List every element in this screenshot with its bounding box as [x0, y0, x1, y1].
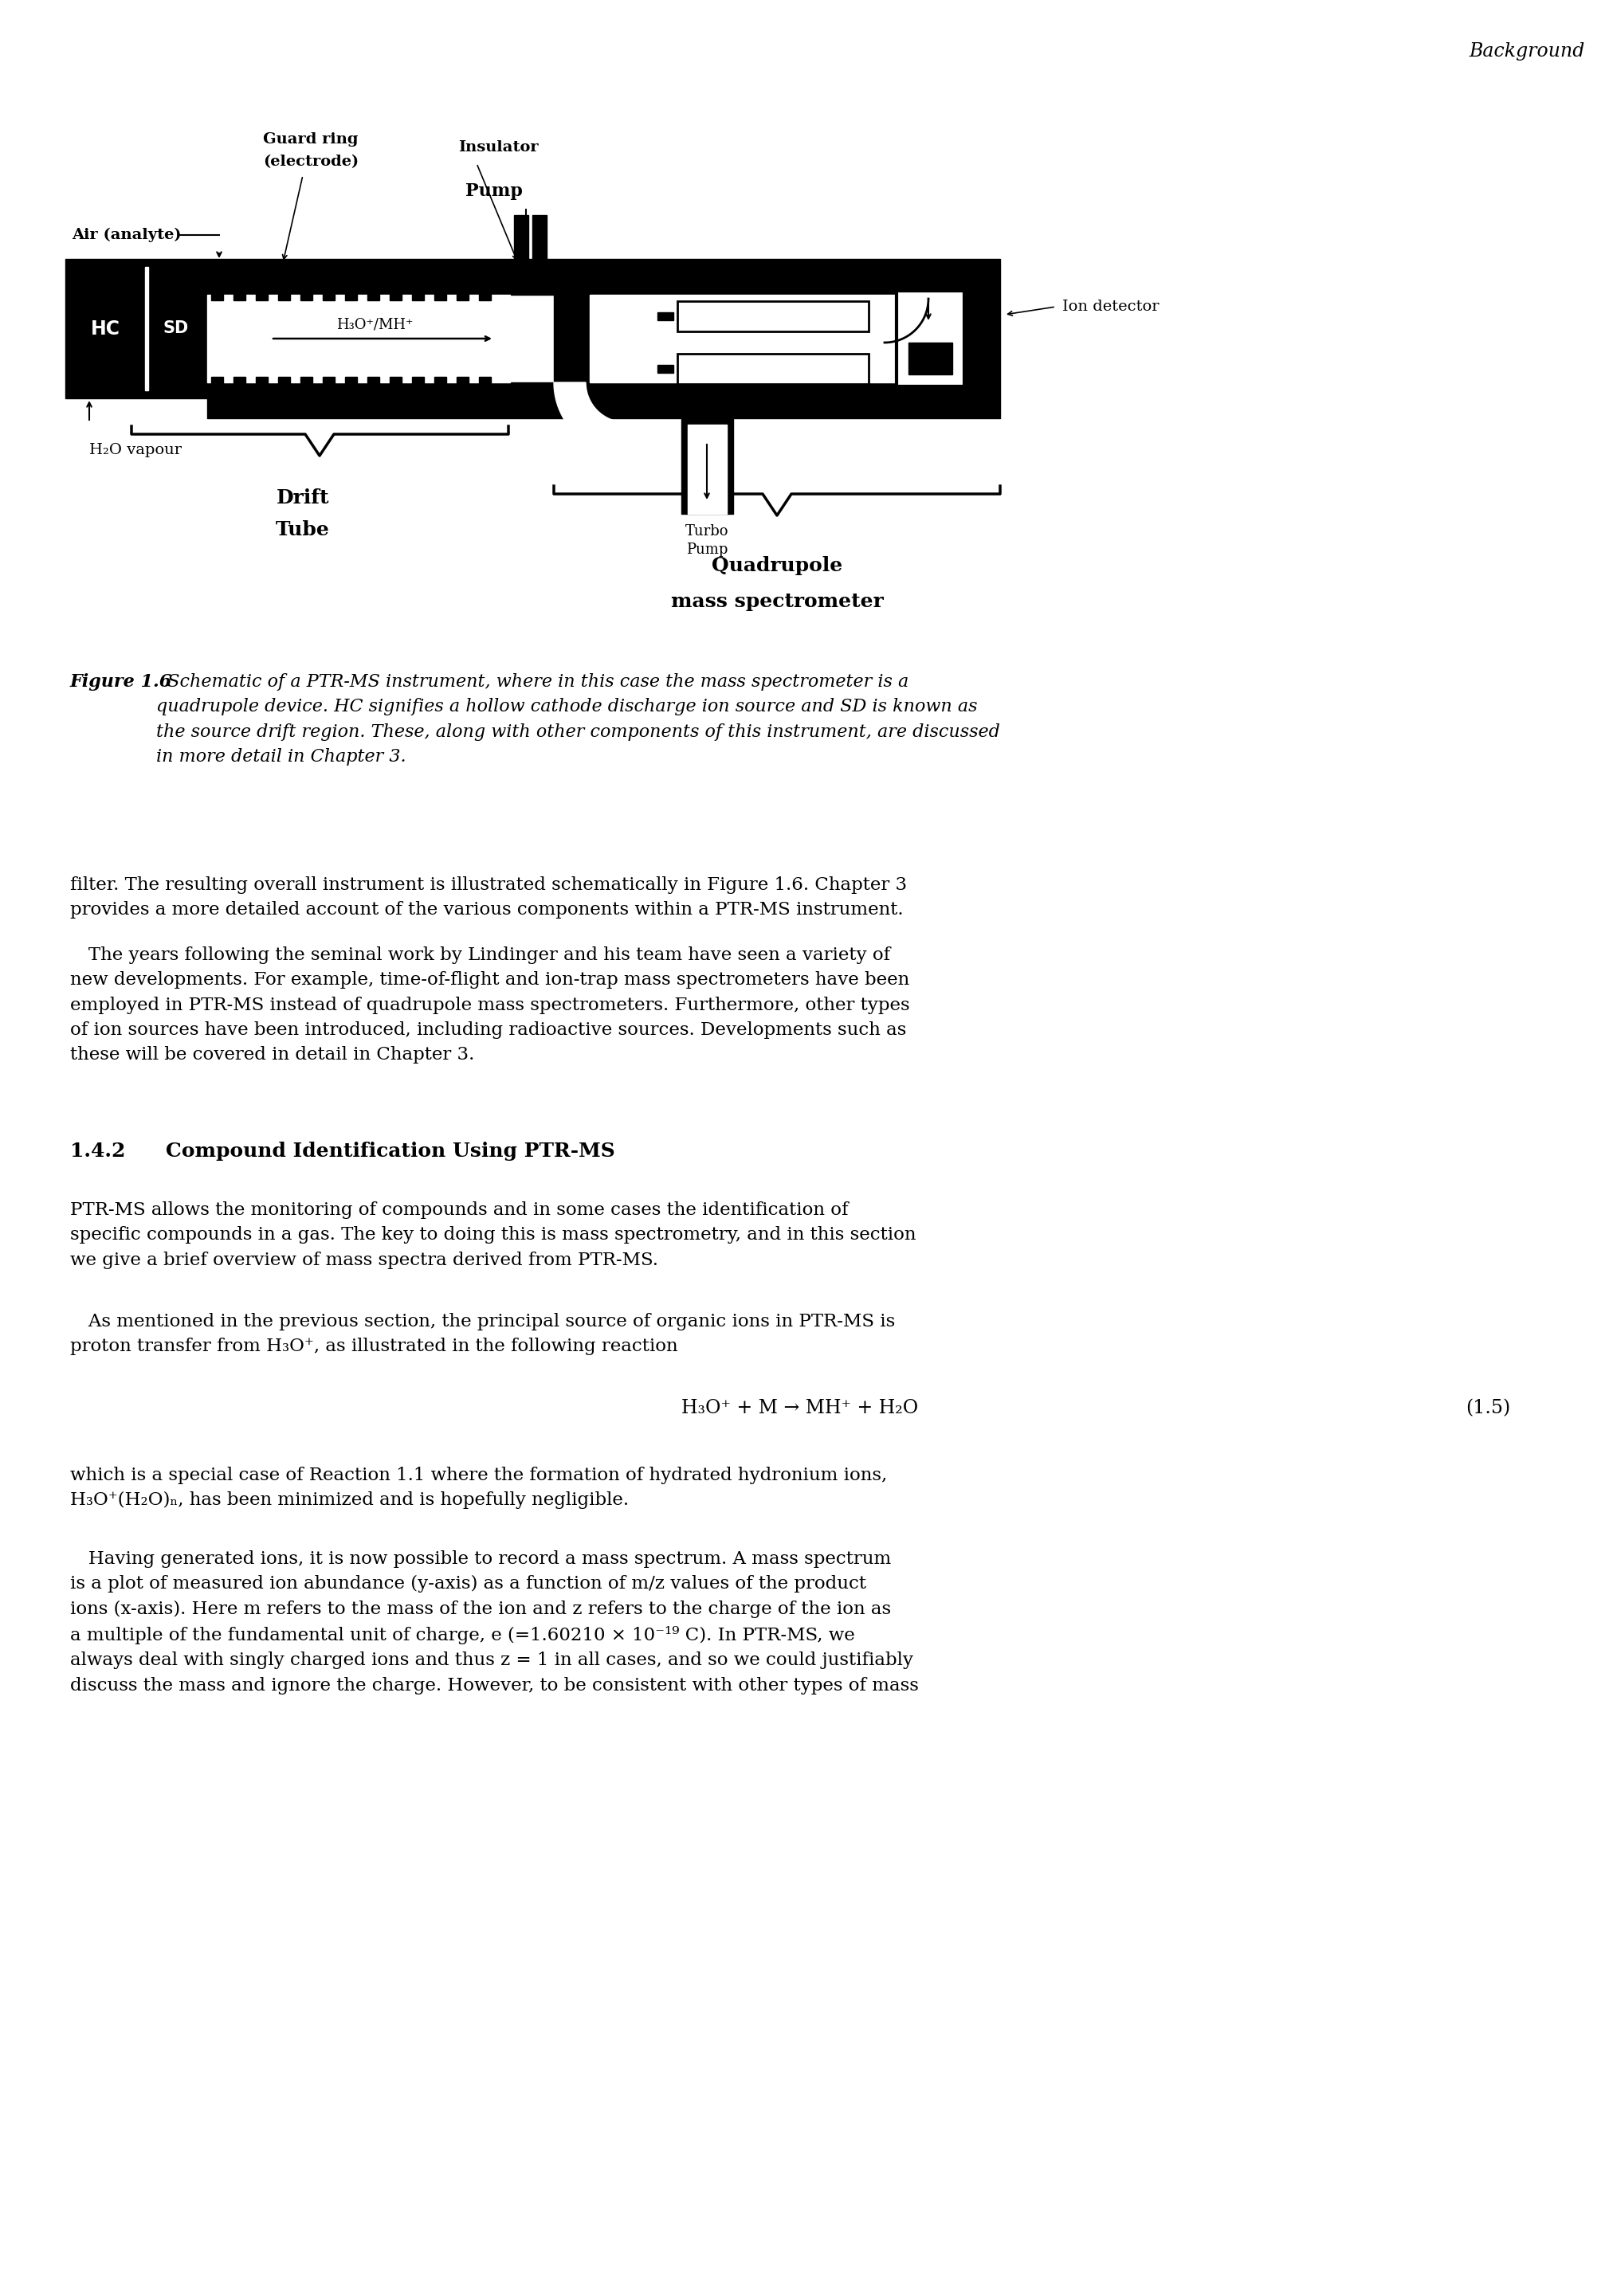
Bar: [211, 280, 223, 301]
Bar: [146, 266, 149, 390]
Text: As mentioned in the previous section, the principal source of organic ions in PT: As mentioned in the previous section, th…: [70, 1313, 895, 1355]
Bar: [688, 425, 727, 514]
Bar: [411, 377, 424, 397]
Text: H₃O⁺/MH⁺: H₃O⁺/MH⁺: [336, 317, 413, 333]
Text: Quadrupole: Quadrupole: [711, 556, 842, 576]
Bar: [346, 280, 357, 301]
Text: (1.5): (1.5): [1465, 1398, 1510, 1417]
Text: mass spectrometer: mass spectrometer: [671, 592, 884, 611]
Text: Having generated ions, it is now possible to record a mass spectrum. A mass spec: Having generated ions, it is now possibl…: [70, 1550, 919, 1694]
Bar: [658, 312, 674, 319]
Text: Ion detector: Ion detector: [1063, 298, 1159, 315]
Bar: [456, 377, 469, 397]
Text: MH⁺: MH⁺: [908, 273, 953, 289]
Text: Schematic of a PTR-MS instrument, where in this case the mass spectrometer is a
: Schematic of a PTR-MS instrument, where …: [157, 673, 1001, 765]
Text: (electrode): (electrode): [263, 154, 359, 170]
Text: HC: HC: [90, 319, 120, 338]
Bar: [511, 383, 554, 418]
Text: H₃O⁺ + M → MH⁺ + H₂O: H₃O⁺ + M → MH⁺ + H₂O: [682, 1398, 919, 1417]
Bar: [234, 377, 245, 397]
Text: The years following the seminal work by Lindinger and his team have seen a varie: The years following the seminal work by …: [70, 946, 909, 1063]
Bar: [389, 377, 402, 397]
Text: Turbo: Turbo: [685, 523, 728, 540]
Bar: [554, 259, 1001, 418]
Bar: [434, 280, 447, 301]
Bar: [346, 377, 357, 397]
Bar: [677, 354, 869, 383]
Text: Tube: Tube: [275, 521, 330, 540]
Bar: [301, 377, 312, 397]
Text: Pump: Pump: [687, 542, 728, 558]
Bar: [682, 418, 733, 514]
Bar: [207, 259, 511, 294]
Text: Drift: Drift: [277, 489, 330, 507]
Text: Guard ring: Guard ring: [263, 133, 359, 147]
Bar: [897, 292, 964, 386]
Bar: [66, 259, 207, 397]
Bar: [207, 383, 511, 418]
Text: H₂O vapour: H₂O vapour: [90, 443, 181, 457]
Bar: [367, 377, 379, 397]
Bar: [456, 280, 469, 301]
Bar: [658, 365, 674, 372]
Bar: [511, 259, 554, 294]
Bar: [279, 280, 290, 301]
Text: Figure 1.6: Figure 1.6: [70, 673, 173, 691]
Bar: [323, 377, 335, 397]
Text: Pump: Pump: [466, 181, 522, 200]
Bar: [908, 342, 953, 374]
Text: 1.4.2: 1.4.2: [70, 1141, 125, 1162]
Bar: [434, 377, 447, 397]
Text: SD: SD: [163, 321, 189, 338]
Bar: [367, 280, 379, 301]
Bar: [479, 280, 492, 301]
Bar: [279, 377, 290, 397]
Bar: [234, 280, 245, 301]
Bar: [411, 280, 424, 301]
Text: which is a special case of Reaction 1.1 where the formation of hydrated hydroniu: which is a special case of Reaction 1.1 …: [70, 1467, 887, 1508]
Bar: [479, 377, 492, 397]
Bar: [533, 216, 546, 259]
Text: Compound Identification Using PTR-MS: Compound Identification Using PTR-MS: [167, 1141, 615, 1162]
Bar: [301, 280, 312, 301]
Bar: [389, 280, 402, 301]
Text: Air (analyte): Air (analyte): [72, 227, 181, 243]
Bar: [207, 294, 511, 383]
Bar: [677, 301, 869, 331]
Polygon shape: [554, 383, 626, 455]
Bar: [256, 280, 267, 301]
Bar: [256, 377, 267, 397]
Bar: [514, 216, 528, 259]
Bar: [323, 280, 335, 301]
Bar: [589, 294, 964, 383]
Text: PTR-MS allows the monitoring of compounds and in some cases the identification o: PTR-MS allows the monitoring of compound…: [70, 1201, 916, 1270]
Text: Insulator: Insulator: [458, 140, 538, 154]
Text: Background   17: Background 17: [1468, 44, 1601, 62]
Text: filter. The resulting overall instrument is illustrated schematically in Figure : filter. The resulting overall instrument…: [70, 877, 908, 918]
Bar: [211, 377, 223, 397]
